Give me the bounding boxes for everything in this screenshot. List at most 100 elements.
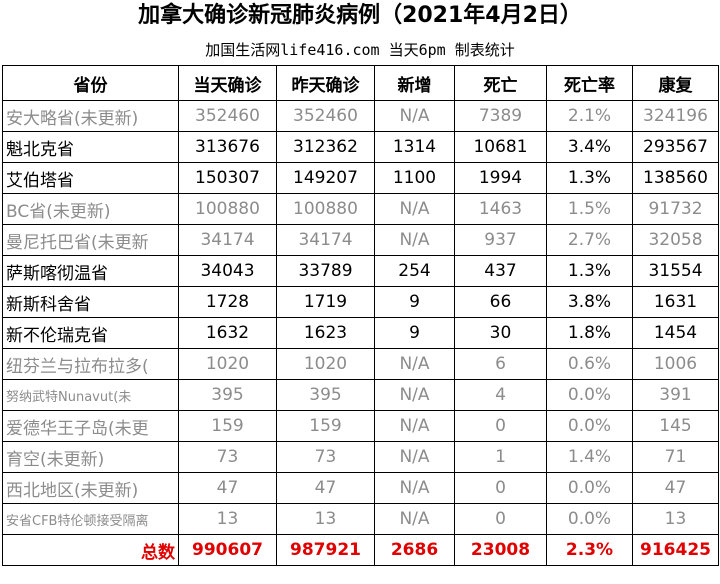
- cell: 萨斯喀彻温省: [2, 255, 179, 287]
- cell: 1020: [276, 348, 375, 380]
- cell: 73: [276, 441, 375, 473]
- table-row: 萨斯喀彻温省 34043 33789 254 437 1.3% 31554: [2, 255, 719, 287]
- cell: 91732: [632, 193, 719, 225]
- cell: 100880: [276, 193, 375, 225]
- title: 加拿大确诊新冠肺炎病例（2021年4月2日）: [138, 3, 582, 28]
- subtitle: 加国生活网life416.com 当天6pm 制表统计: [205, 41, 515, 59]
- cell: 352460: [276, 100, 375, 132]
- cell: 33789: [276, 255, 375, 287]
- cell: 149207: [276, 162, 375, 194]
- cell: 1.3%: [546, 162, 633, 194]
- cell: 13: [178, 503, 277, 535]
- cell: 1994: [454, 162, 547, 194]
- cell: 47: [276, 472, 375, 504]
- table-row: 努纳武特Nunavut(未 395 395 N/A 4 0.0% 391: [2, 379, 719, 411]
- cell: 145: [632, 410, 719, 442]
- total-cell: 2686: [374, 534, 455, 566]
- cell: 1.8%: [546, 317, 633, 349]
- header-row: 省份 当天确诊 昨天确诊 新增 死亡 死亡率 康复: [2, 65, 719, 101]
- cell: 31554: [632, 255, 719, 287]
- table-row: 新不伦瑞克省 1632 1623 9 30 1.8% 1454: [2, 317, 719, 349]
- column-header: 当天确诊: [178, 65, 277, 101]
- cell: N/A: [374, 100, 455, 132]
- cell: 1719: [276, 286, 375, 318]
- cell: N/A: [374, 441, 455, 473]
- cell: N/A: [374, 348, 455, 380]
- total-cell: 2.3%: [546, 534, 633, 566]
- cell: 324196: [632, 100, 719, 132]
- table-row: 安大略省(未更新) 352460 352460 N/A 7389 2.1% 324196: [2, 100, 719, 132]
- cell: 34174: [276, 224, 375, 256]
- cell: 0.0%: [546, 410, 633, 442]
- column-header: 康复: [632, 65, 719, 101]
- cell: 1.3%: [546, 255, 633, 287]
- total-cell: 987921: [276, 534, 375, 566]
- cell: 66: [454, 286, 547, 318]
- cell: 爱德华王子岛(未更: [2, 410, 179, 442]
- cell: 1728: [178, 286, 277, 318]
- cell: 32058: [632, 224, 719, 256]
- table-body: 安大略省(未更新) 352460 352460 N/A 7389 2.1% 324196 魁北…: [2, 100, 719, 566]
- cell: 159: [276, 410, 375, 442]
- cell: N/A: [374, 472, 455, 504]
- cell: BC省(未更新): [2, 193, 179, 225]
- cell: 安省CFB特伦顿接受隔离: [2, 503, 179, 535]
- cell: 1: [454, 441, 547, 473]
- cell: N/A: [374, 193, 455, 225]
- cell: 0.0%: [546, 379, 633, 411]
- cell: 13: [632, 503, 719, 535]
- cell: 395: [178, 379, 277, 411]
- cell: 312362: [276, 131, 375, 163]
- cell: 新斯科舍省: [2, 286, 179, 318]
- cell: 1454: [632, 317, 719, 349]
- total-cell: 总数: [2, 534, 179, 566]
- table-row: BC省(未更新) 100880 100880 N/A 1463 1.5% 91732: [2, 193, 719, 225]
- cell: N/A: [374, 410, 455, 442]
- table-row: 新斯科舍省 1728 1719 9 66 3.8% 1631: [2, 286, 719, 318]
- cell: 安大略省(未更新): [2, 100, 179, 132]
- cell: 34043: [178, 255, 277, 287]
- cell: 6: [454, 348, 547, 380]
- cell: 新不伦瑞克省: [2, 317, 179, 349]
- cell: 0.6%: [546, 348, 633, 380]
- cell: 3.8%: [546, 286, 633, 318]
- cell: 纽芬兰与拉布拉多(: [2, 348, 179, 380]
- cell: 47: [178, 472, 277, 504]
- cell: 391: [632, 379, 719, 411]
- cell: 1314: [374, 131, 455, 163]
- total-cell: 990607: [178, 534, 277, 566]
- cell: 1.4%: [546, 441, 633, 473]
- cell: N/A: [374, 224, 455, 256]
- cell: 9: [374, 286, 455, 318]
- cell: 2.7%: [546, 224, 633, 256]
- table-row: 魁北克省 313676 312362 1314 10681 3.4% 293567: [2, 131, 719, 163]
- cell: 159: [178, 410, 277, 442]
- cell: 34174: [178, 224, 277, 256]
- cell: 0: [454, 503, 547, 535]
- table-row: 艾伯塔省 150307 149207 1100 1994 1.3% 138560: [2, 162, 719, 194]
- cell: 艾伯塔省: [2, 162, 179, 194]
- table-row: 育空(未更新) 73 73 N/A 1 1.4% 71: [2, 441, 719, 473]
- cell: 1632: [178, 317, 277, 349]
- cell: 30: [454, 317, 547, 349]
- cell: 293567: [632, 131, 719, 163]
- case-table: 省份 当天确诊 昨天确诊 新增 死亡 死亡率 康复 安大略省(未更新) 352460 35246…: [2, 65, 719, 566]
- cell: 0.0%: [546, 503, 633, 535]
- table-row: 安省CFB特伦顿接受隔离 13 13 N/A 0 0.0% 13: [2, 503, 719, 535]
- table-row: 西北地区(未更新) 47 47 N/A 0 0.0% 47: [2, 472, 719, 504]
- cell: N/A: [374, 379, 455, 411]
- cell: 9: [374, 317, 455, 349]
- column-header: 昨天确诊: [276, 65, 375, 101]
- cell: 1463: [454, 193, 547, 225]
- cell: 71: [632, 441, 719, 473]
- cell: 73: [178, 441, 277, 473]
- cell: 395: [276, 379, 375, 411]
- cell: N/A: [374, 503, 455, 535]
- cell: 150307: [178, 162, 277, 194]
- cell: 1100: [374, 162, 455, 194]
- cell: 1006: [632, 348, 719, 380]
- cell: 47: [632, 472, 719, 504]
- cell: 育空(未更新): [2, 441, 179, 473]
- cell: 4: [454, 379, 547, 411]
